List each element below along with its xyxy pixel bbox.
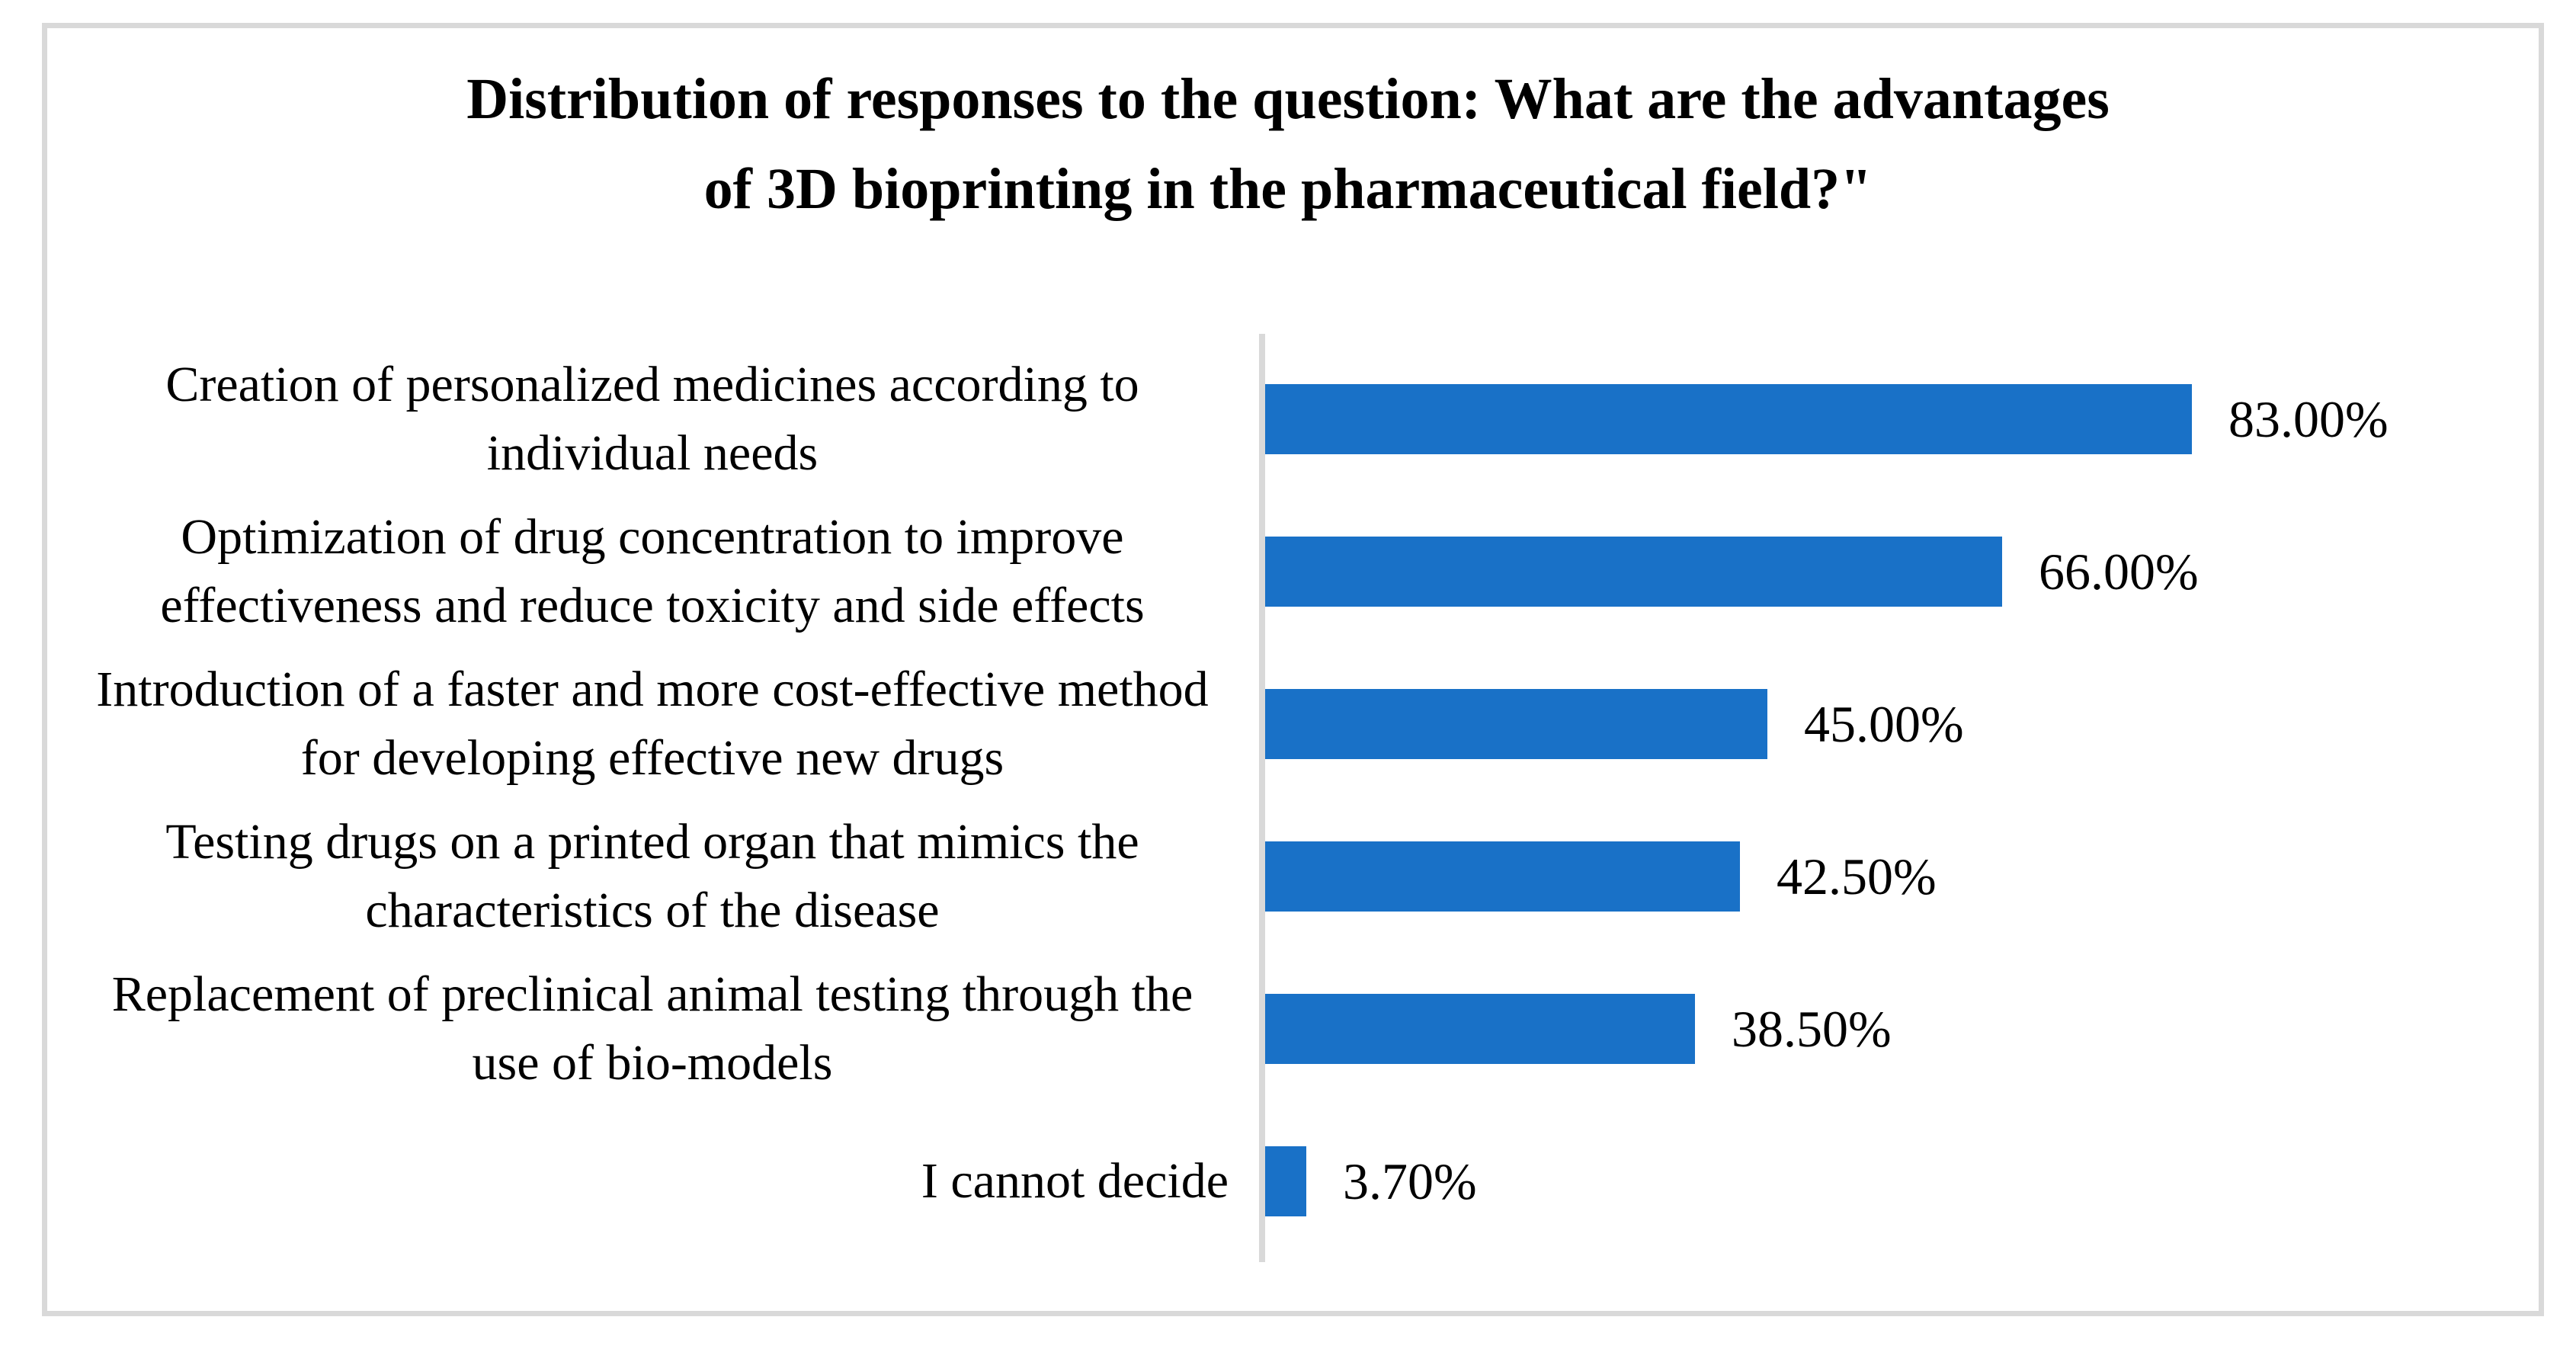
chart-title-line-2: of 3D bioprinting in the pharmaceutical … (703, 156, 1873, 221)
bar-row: Optimization of drug concentration to im… (76, 495, 2469, 648)
bar (1265, 384, 2192, 454)
bar (1265, 689, 1767, 759)
category-label: Optimization of drug concentration to im… (160, 509, 1145, 633)
value-label: 45.00% (1804, 694, 1964, 753)
bar-cell: 42.50% (1259, 800, 2469, 953)
bar (1265, 537, 2002, 607)
category-label-cell: Testing drugs on a printed organ that mi… (76, 808, 1259, 945)
category-label-cell: Introduction of a faster and more cost-e… (76, 655, 1259, 793)
bar (1265, 994, 1695, 1064)
bar (1265, 1146, 1306, 1216)
category-label: I cannot decide (921, 1153, 1229, 1210)
category-label-cell: Creation of personalized medicines accor… (76, 351, 1259, 488)
chart-title: Distribution of responses to the questio… (0, 55, 2576, 235)
bar-cell: 83.00% (1259, 343, 2469, 495)
value-label: 42.50% (1777, 847, 1937, 905)
category-label: Introduction of a faster and more cost-e… (96, 662, 1209, 786)
bar-cell: 3.70% (1259, 1105, 2469, 1258)
bar-cell: 66.00% (1259, 495, 2469, 648)
category-label: Creation of personalized medicines accor… (165, 357, 1139, 481)
bar-rows: Creation of personalized medicines accor… (76, 343, 2469, 1258)
category-label: Testing drugs on a printed organ that mi… (165, 814, 1139, 938)
category-axis-line (1259, 334, 1265, 1262)
value-label: 83.00% (2228, 389, 2389, 448)
bar-row: Creation of personalized medicines accor… (76, 343, 2469, 495)
bar-row: Replacement of preclinical animal testin… (76, 953, 2469, 1105)
bar-row: Introduction of a faster and more cost-e… (76, 648, 2469, 800)
category-label: Replacement of preclinical animal testin… (111, 966, 1193, 1091)
value-label: 3.70% (1343, 1152, 1477, 1210)
value-label: 38.50% (1732, 999, 1892, 1058)
bar-row: Testing drugs on a printed organ that mi… (76, 800, 2469, 953)
plot-area: Creation of personalized medicines accor… (76, 334, 2469, 1262)
bar-cell: 38.50% (1259, 953, 2469, 1105)
bar-row: I cannot decide 3.70% (76, 1105, 2469, 1258)
chart-title-line-1: Distribution of responses to the questio… (466, 67, 2110, 131)
bar (1265, 841, 1740, 912)
bar-cell: 45.00% (1259, 648, 2469, 800)
category-label-cell: I cannot decide (76, 1147, 1259, 1216)
category-label-cell: Replacement of preclinical animal testin… (76, 960, 1259, 1097)
category-label-cell: Optimization of drug concentration to im… (76, 503, 1259, 640)
value-label: 66.00% (2039, 542, 2199, 601)
chart-border-frame (42, 23, 2544, 1316)
